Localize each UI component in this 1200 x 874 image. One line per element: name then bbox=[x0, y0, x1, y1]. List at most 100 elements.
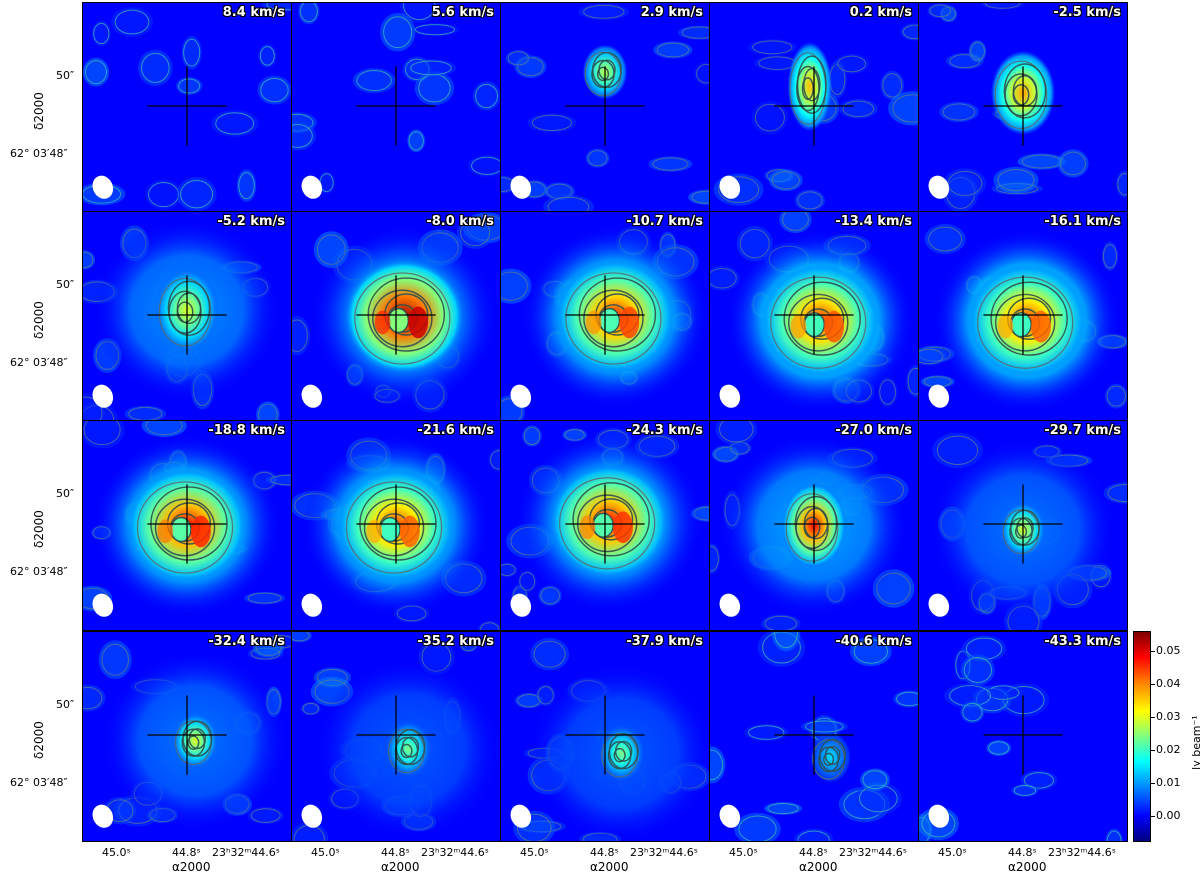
channel-image bbox=[919, 212, 1127, 421]
colorbar-tick-mark bbox=[1151, 716, 1155, 718]
velocity-label: -29.7 km/s bbox=[1044, 423, 1121, 438]
x-tick-label: 44.8ˢ bbox=[172, 846, 201, 859]
channel-image bbox=[292, 3, 500, 212]
channel-panel: -29.7 km/s bbox=[918, 420, 1128, 631]
x-tick-label: 45.0ˢ bbox=[729, 846, 758, 859]
beam-ellipse bbox=[301, 384, 323, 408]
velocity-label: -16.1 km/s bbox=[1044, 214, 1121, 229]
channel-image bbox=[292, 212, 500, 421]
velocity-label: -13.4 km/s bbox=[835, 214, 912, 229]
channel-image bbox=[710, 212, 918, 421]
beam-ellipse bbox=[510, 804, 532, 828]
beam-ellipse bbox=[510, 175, 532, 199]
channel-image bbox=[501, 632, 709, 841]
colorbar-tick-label: 0.03 bbox=[1156, 709, 1181, 723]
velocity-label: -35.2 km/s bbox=[417, 634, 494, 649]
channel-image bbox=[919, 3, 1127, 212]
channel-image bbox=[501, 212, 709, 421]
beam-ellipse bbox=[301, 593, 323, 617]
x-tick-label: 23ʰ32ᵐ44.6ˢ bbox=[212, 846, 280, 859]
x-tick-label: 23ʰ32ᵐ44.6ˢ bbox=[1048, 846, 1116, 859]
colorbar-tick-mark bbox=[1151, 782, 1155, 784]
x-tick-label: 23ʰ32ᵐ44.6ˢ bbox=[839, 846, 907, 859]
y-tick-label: 62° 03′48″ bbox=[10, 776, 68, 789]
channel-panel: -43.3 km/s bbox=[918, 631, 1128, 842]
beam-ellipse bbox=[301, 175, 323, 199]
colorbar-tick-label: 0.04 bbox=[1156, 676, 1181, 690]
y-tick-label: 50″ bbox=[56, 698, 75, 711]
channel-image bbox=[710, 3, 918, 212]
channel-panel: -8.0 km/s bbox=[291, 211, 501, 422]
channel-image bbox=[710, 632, 918, 841]
velocity-label: -32.4 km/s bbox=[208, 634, 285, 649]
velocity-label: -24.3 km/s bbox=[626, 423, 703, 438]
beam-ellipse bbox=[92, 593, 114, 617]
colorbar bbox=[1133, 631, 1151, 842]
x-tick-label: 45.0ˢ bbox=[311, 846, 340, 859]
channel-panel: -21.6 km/s bbox=[291, 420, 501, 631]
channel-image bbox=[83, 632, 291, 841]
velocity-label: -18.8 km/s bbox=[208, 423, 285, 438]
channel-panel: -5.2 km/s bbox=[82, 211, 292, 422]
x-axis-label: α2000 bbox=[1008, 860, 1047, 874]
velocity-label: 2.9 km/s bbox=[640, 5, 703, 20]
channel-panel: -35.2 km/s bbox=[291, 631, 501, 842]
y-axis-label: δ2000 bbox=[32, 301, 46, 339]
x-tick-label: 45.0ˢ bbox=[520, 846, 549, 859]
beam-ellipse bbox=[510, 384, 532, 408]
channel-image bbox=[919, 421, 1127, 630]
colorbar-tick-label: 0.05 bbox=[1156, 643, 1181, 657]
y-tick-label: 62° 03′48″ bbox=[10, 147, 68, 160]
beam-ellipse bbox=[719, 175, 741, 199]
channel-panel: -40.6 km/s bbox=[709, 631, 919, 842]
colorbar-tick-label: 0.02 bbox=[1156, 742, 1181, 756]
beam-ellipse bbox=[928, 175, 950, 199]
x-axis-label: α2000 bbox=[381, 860, 420, 874]
velocity-label: 5.6 km/s bbox=[431, 5, 494, 20]
velocity-label: 0.2 km/s bbox=[849, 5, 912, 20]
channel-image bbox=[710, 421, 918, 630]
beam-ellipse bbox=[928, 804, 950, 828]
y-tick-label: 50″ bbox=[56, 487, 75, 500]
beam-ellipse bbox=[92, 804, 114, 828]
y-axis-label: δ2000 bbox=[32, 510, 46, 548]
x-tick-label: 44.8ˢ bbox=[590, 846, 619, 859]
x-tick-label: 44.8ˢ bbox=[381, 846, 410, 859]
velocity-label: 8.4 km/s bbox=[222, 5, 285, 20]
channel-panel: 5.6 km/s bbox=[291, 2, 501, 213]
channel-image bbox=[501, 421, 709, 630]
channel-panel: -18.8 km/s bbox=[82, 420, 292, 631]
velocity-label: -40.6 km/s bbox=[835, 634, 912, 649]
channel-panel: -2.5 km/s bbox=[918, 2, 1128, 213]
colorbar-tick-mark bbox=[1151, 749, 1155, 751]
beam-ellipse bbox=[92, 384, 114, 408]
channel-panel: -27.0 km/s bbox=[709, 420, 919, 631]
colorbar-tick-mark bbox=[1151, 650, 1155, 652]
x-tick-label: 45.0ˢ bbox=[102, 846, 131, 859]
x-tick-label: 23ʰ32ᵐ44.6ˢ bbox=[421, 846, 489, 859]
colorbar-tick-mark bbox=[1151, 683, 1155, 685]
beam-ellipse bbox=[301, 804, 323, 828]
channel-image bbox=[919, 632, 1127, 841]
beam-ellipse bbox=[928, 593, 950, 617]
x-tick-label: 44.8ˢ bbox=[799, 846, 828, 859]
channel-panel: -13.4 km/s bbox=[709, 211, 919, 422]
y-tick-label: 50″ bbox=[56, 69, 75, 82]
beam-ellipse bbox=[719, 804, 741, 828]
x-tick-label: 44.8ˢ bbox=[1008, 846, 1037, 859]
channel-panel: -32.4 km/s bbox=[82, 631, 292, 842]
y-axis-label: δ2000 bbox=[32, 721, 46, 759]
beam-ellipse bbox=[928, 384, 950, 408]
channel-image bbox=[83, 3, 291, 212]
beam-ellipse bbox=[719, 593, 741, 617]
beam-ellipse bbox=[719, 384, 741, 408]
channel-image bbox=[501, 3, 709, 212]
channel-image bbox=[83, 421, 291, 630]
channel-panel: 2.9 km/s bbox=[500, 2, 710, 213]
x-axis-label: α2000 bbox=[172, 860, 211, 874]
velocity-label: -43.3 km/s bbox=[1044, 634, 1121, 649]
velocity-label: -8.0 km/s bbox=[426, 214, 494, 229]
colorbar-tick-label: 0.01 bbox=[1156, 775, 1181, 789]
